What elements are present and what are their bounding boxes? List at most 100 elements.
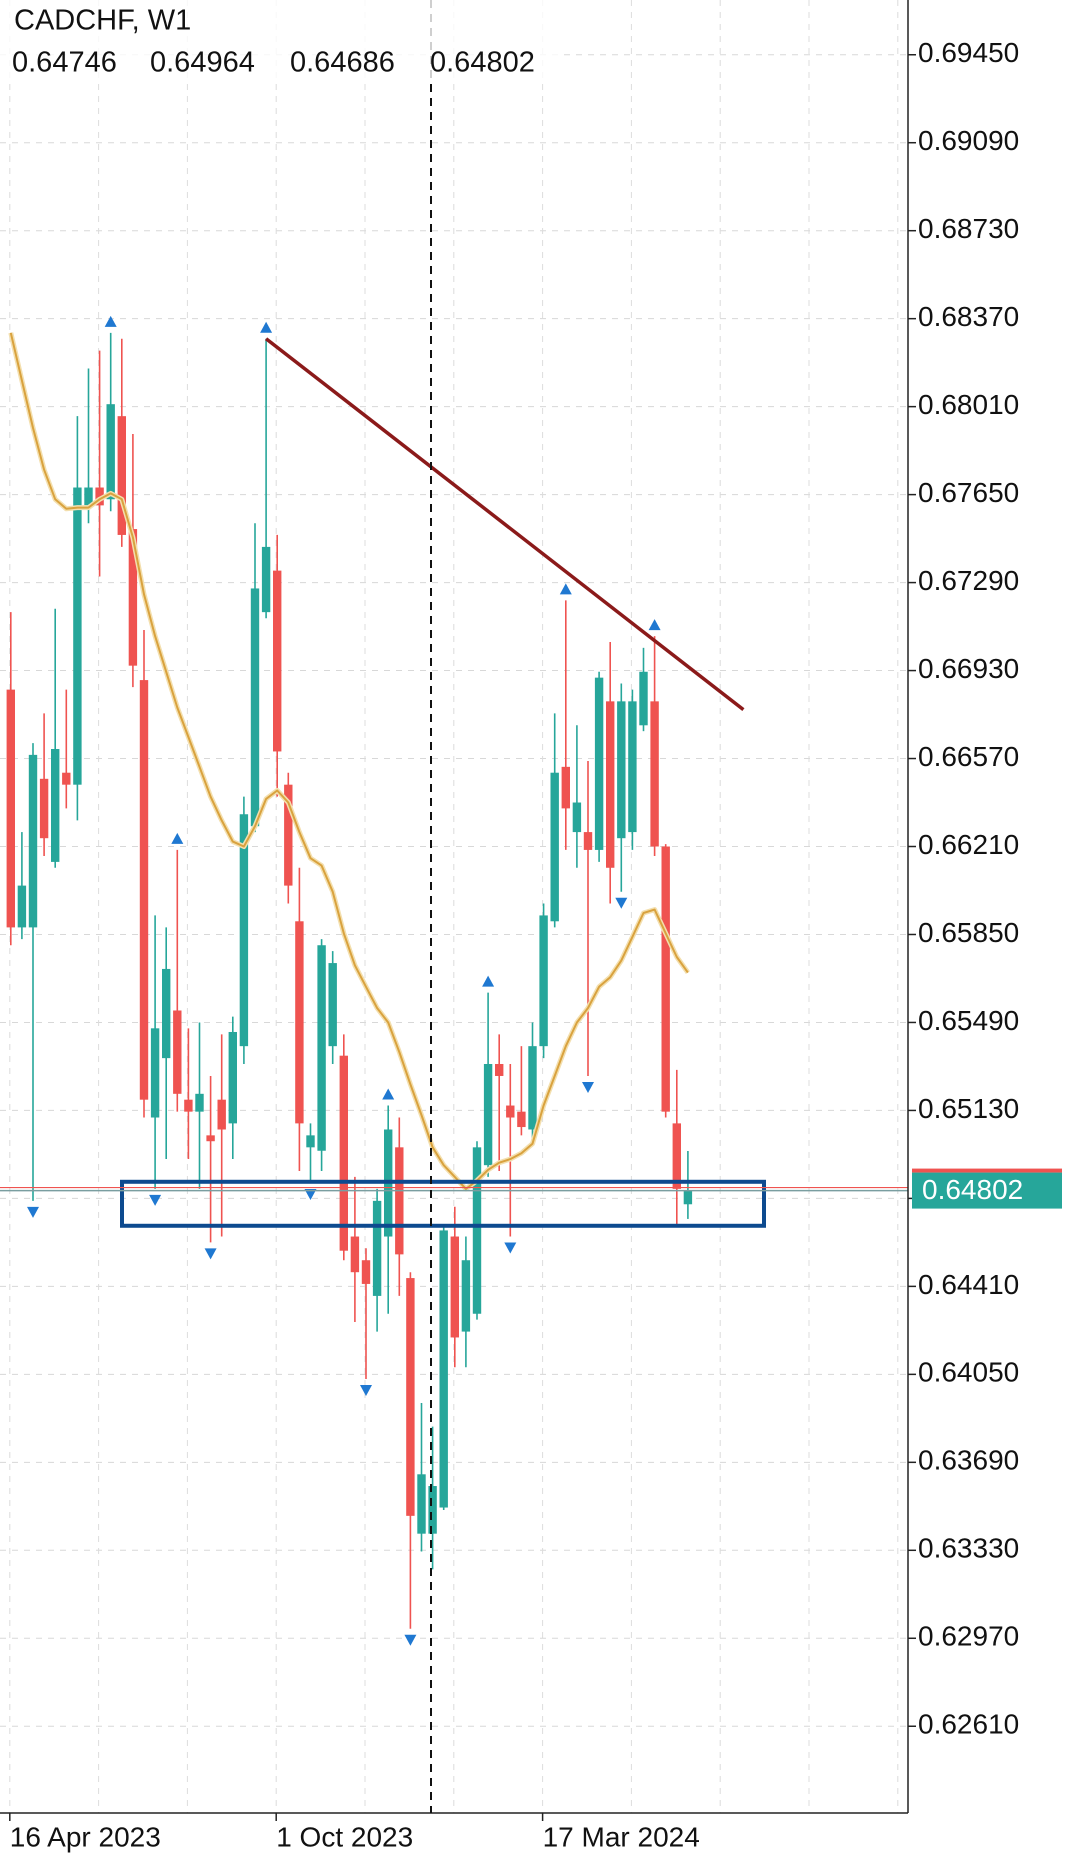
candle-body: [17, 885, 27, 928]
y-tick-label: 0.67290: [918, 565, 1019, 596]
x-tick-label: 1 Oct 2023: [276, 1821, 413, 1852]
candle-body: [150, 1028, 160, 1118]
candle-body: [106, 404, 115, 500]
candle-body: [550, 772, 559, 922]
y-tick-label: 0.64410: [918, 1269, 1019, 1300]
fractal-up: [559, 583, 572, 595]
candle-body: [672, 1123, 681, 1189]
fractal-down: [360, 1384, 372, 1396]
candle-body: [250, 588, 260, 827]
candle-body: [661, 846, 670, 1112]
candle-body: [617, 701, 626, 839]
y-tick-label: 0.69450: [918, 37, 1019, 68]
candle-body: [594, 677, 604, 850]
y-tick-label: 0.69090: [918, 125, 1019, 156]
candle-body: [62, 772, 71, 785]
grid: [0, 0, 908, 1813]
candle-body: [195, 1093, 204, 1112]
x-tick-label: 16 Apr 2023: [10, 1821, 161, 1852]
y-tick-label: 0.68370: [918, 301, 1019, 332]
candle-body: [483, 1063, 493, 1166]
moving-average: [9, 332, 689, 1190]
candle-body: [539, 915, 548, 1047]
y-tick-label: 0.62610: [918, 1709, 1019, 1740]
candle-body: [572, 802, 582, 833]
candle-body: [328, 963, 337, 1047]
candle-body: [372, 1200, 382, 1296]
support-zone: [120, 1179, 766, 1228]
candle-body: [439, 1230, 448, 1508]
y-tick-label: 0.63330: [918, 1533, 1019, 1564]
trendline: [265, 337, 745, 712]
candle-body: [139, 680, 149, 1100]
candle-body: [406, 1278, 415, 1516]
candle-body: [639, 671, 648, 726]
fractal-up: [482, 975, 495, 987]
candle-body: [273, 570, 282, 752]
y-tick-label: 0.62970: [918, 1621, 1019, 1652]
candle-body: [528, 1046, 537, 1130]
ask-label-edge: [912, 1168, 1062, 1173]
fractal-down: [204, 1248, 217, 1260]
fractal-down: [404, 1634, 417, 1646]
candle-body: [339, 1055, 348, 1251]
candle-body: [239, 814, 249, 1047]
y-tick-label: 0.68010: [918, 389, 1019, 420]
candle-body: [228, 1031, 237, 1124]
ohlc-low: 0.64686: [290, 47, 395, 79]
candle-body: [28, 754, 38, 928]
y-tick-label: 0.66210: [918, 829, 1019, 860]
candle-body: [162, 968, 171, 1059]
fractal-up: [104, 315, 117, 327]
candle-body: [628, 701, 637, 833]
price-label-bg: [912, 1172, 1062, 1209]
candle-body: [173, 1010, 182, 1094]
candle-body: [317, 945, 326, 1151]
candle-body: [184, 1099, 193, 1112]
fractal-down: [615, 897, 628, 909]
candle-body: [306, 1135, 315, 1148]
y-tick-label: 0.65130: [918, 1093, 1019, 1124]
candle-body: [417, 1474, 426, 1534]
fractal-down: [304, 1189, 317, 1201]
y-tick-label: 0.65490: [918, 1005, 1019, 1036]
candle-body: [261, 546, 271, 613]
fractal-down: [27, 1206, 39, 1218]
y-tick-label: 0.66570: [918, 741, 1019, 772]
x-tick-label: 17 Mar 2024: [543, 1821, 700, 1852]
candle-body: [284, 784, 293, 886]
candle-body: [583, 832, 593, 850]
axis: 0.69450 0.69090 0.68730 0.68370 0.68010 0.676…: [9, 37, 1062, 1852]
candle-body: [461, 1260, 471, 1332]
candle-body: [217, 1099, 226, 1130]
candle-body: [39, 778, 49, 839]
ohlc-close: 0.64802: [430, 47, 535, 79]
fractal-up: [171, 832, 184, 844]
candle-body: [95, 487, 104, 506]
fractal-up: [260, 321, 273, 333]
candle-body: [683, 1190, 693, 1205]
y-tick-label: 0.68730: [918, 213, 1019, 244]
candle-body: [561, 766, 570, 809]
y-tick-label: 0.66930: [918, 653, 1019, 684]
ohlc-high: 0.64964: [150, 47, 255, 79]
fractal-up: [648, 619, 661, 631]
fractal-down: [582, 1081, 594, 1093]
candle-body: [295, 921, 304, 1124]
candle-body: [395, 1147, 404, 1255]
y-tick-label: 0.64050: [918, 1357, 1019, 1388]
ohlc-open: 0.64746: [12, 47, 117, 79]
y-tick-label: 0.67650: [918, 477, 1019, 508]
candle-body: [84, 487, 93, 506]
header-bg: [0, 0, 560, 82]
candle-body: [128, 529, 138, 666]
plot: [0, 315, 908, 1646]
candle-body: [472, 1147, 482, 1314]
y-tick-label: 0.63690: [918, 1445, 1019, 1476]
candle-body: [73, 487, 82, 785]
candle-body: [206, 1135, 215, 1142]
candle-body: [650, 701, 659, 847]
candle-body: [350, 1236, 360, 1273]
